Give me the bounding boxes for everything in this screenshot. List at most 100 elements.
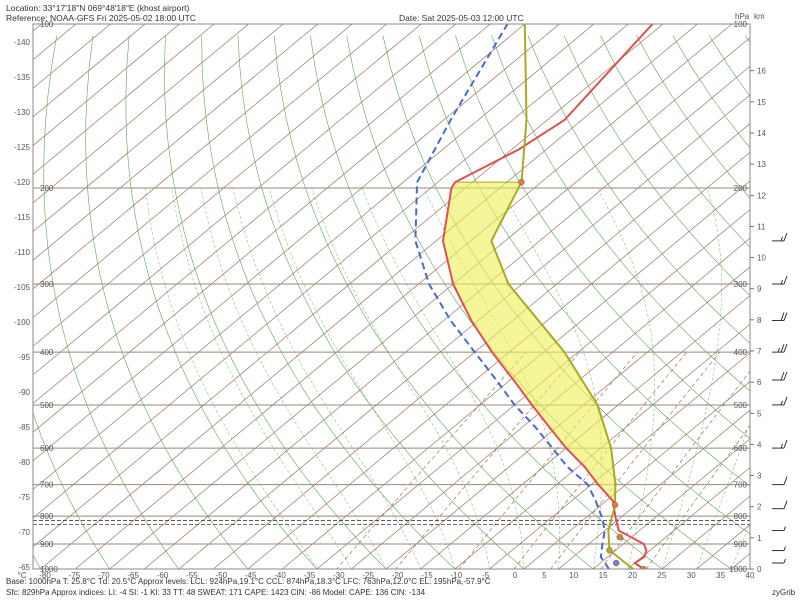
isotherm-line bbox=[74, 24, 733, 569]
left-tick-label: -85 bbox=[18, 423, 30, 432]
reference-text: Reference: NOAA-GFS Fri 2025-05-02 18:00… bbox=[6, 13, 196, 23]
dry-adiabat-line bbox=[201, 35, 456, 569]
dry-adiabat-line bbox=[164, 35, 387, 569]
altitude-label: 2 bbox=[757, 503, 762, 512]
moist-adiabat-line bbox=[311, 188, 490, 569]
pressure-label: 200 bbox=[734, 184, 748, 193]
x-tick-label: -45 bbox=[245, 571, 257, 580]
isotherm-line bbox=[419, 295, 750, 569]
moist-adiabat-line bbox=[145, 188, 318, 569]
level-marker bbox=[640, 565, 647, 569]
isotherm-line bbox=[40, 24, 698, 569]
isotherm-line bbox=[33, 24, 457, 376]
hpa-unit-label: hPa bbox=[735, 12, 750, 21]
plot-frame bbox=[32, 23, 751, 570]
x-tick-label: 15 bbox=[599, 571, 608, 580]
isotherm-line bbox=[33, 24, 353, 290]
pressure-label: 500 bbox=[40, 401, 54, 410]
mixing-ratio-line bbox=[458, 351, 638, 569]
isotherm-line bbox=[454, 323, 750, 569]
x-tick-label: 0 bbox=[513, 571, 518, 580]
x-tick-label: 5 bbox=[542, 571, 547, 580]
dry-adiabat-line bbox=[491, 35, 750, 392]
dry-adiabat-line bbox=[33, 411, 111, 569]
km-unit-label: km bbox=[754, 12, 765, 21]
dry-adiabat-line bbox=[125, 35, 318, 569]
left-tick-label: -75 bbox=[18, 493, 30, 502]
x-tick-label: 25 bbox=[657, 571, 666, 580]
forecast-date: Date: Sat 2025-05-03 12:00 UTC bbox=[399, 13, 524, 23]
wind-barb bbox=[783, 558, 786, 564]
mixing-ratio-line bbox=[513, 351, 687, 569]
isotherm-line bbox=[33, 24, 388, 318]
isotherm-line bbox=[212, 123, 750, 569]
isotherm-line bbox=[33, 24, 491, 404]
isotherm-line bbox=[488, 352, 750, 569]
left-tick-label: -125 bbox=[14, 143, 31, 152]
isotherm-line bbox=[33, 24, 319, 261]
pressure-label: 1000 bbox=[729, 565, 747, 574]
altitude-label: 4 bbox=[757, 440, 762, 449]
pressure-label: 300 bbox=[40, 280, 54, 289]
x-tick-label: 20 bbox=[628, 571, 637, 580]
wind-barb-layer bbox=[772, 232, 788, 564]
isotherm-line bbox=[247, 151, 750, 569]
altitude-label: 6 bbox=[757, 378, 762, 387]
mixing-ratio-line bbox=[645, 425, 750, 569]
marker-layer bbox=[518, 178, 647, 569]
pressure-label: 1000 bbox=[40, 565, 58, 574]
isotherm-line bbox=[385, 266, 750, 569]
dry-adiabat-line bbox=[745, 35, 750, 43]
mixing-ratio-line bbox=[600, 370, 750, 569]
level-marker bbox=[611, 501, 619, 509]
left-tick-label: -65 bbox=[18, 563, 30, 572]
wind-barb bbox=[783, 439, 788, 449]
wind-barb bbox=[783, 546, 786, 551]
x-tick-label: 30 bbox=[687, 571, 696, 580]
isotherm-line bbox=[696, 524, 750, 569]
dry-adiabat-line bbox=[43, 35, 180, 569]
pressure-label: 400 bbox=[40, 348, 54, 357]
level-marker bbox=[612, 559, 620, 567]
x-tick-label: -60 bbox=[157, 571, 169, 580]
wind-barb bbox=[780, 279, 783, 285]
dry-adiabat-line bbox=[85, 35, 249, 569]
altitude-label: 8 bbox=[757, 316, 762, 325]
isotherm-line bbox=[33, 24, 595, 490]
wind-barb bbox=[783, 312, 788, 321]
x-tick-label: 35 bbox=[716, 571, 725, 580]
pressure-label: 700 bbox=[734, 481, 748, 490]
dry-adiabat-line bbox=[527, 35, 750, 344]
pressure-label: 900 bbox=[734, 540, 748, 549]
series-layer bbox=[414, 24, 654, 569]
isotherm-line bbox=[661, 495, 750, 569]
left-tick-label: -135 bbox=[14, 73, 31, 82]
altitude-label: 7 bbox=[757, 347, 762, 356]
altitude-label: 3 bbox=[757, 472, 762, 481]
wind-barb bbox=[777, 347, 780, 353]
wind-barb bbox=[783, 275, 788, 285]
isotherm-line bbox=[627, 466, 750, 569]
isotherm-line bbox=[786, 12, 800, 581]
isotherm-line bbox=[33, 24, 526, 433]
pressure-label: 100 bbox=[734, 20, 748, 29]
pressure-label: 700 bbox=[40, 481, 54, 490]
x-tick-label: -40 bbox=[274, 571, 286, 580]
pressure-label: 200 bbox=[40, 184, 54, 193]
pressure-label: 500 bbox=[734, 401, 748, 410]
level-marker bbox=[606, 547, 613, 554]
dry-adiabat-line bbox=[310, 35, 663, 569]
x-tick-label: -75 bbox=[69, 571, 81, 580]
levels-summary: Base: 1000hPa T: 25.8°C Td: 20.5°C Appro… bbox=[6, 577, 491, 586]
altitude-label: 5 bbox=[757, 409, 762, 418]
pressure-label: 300 bbox=[734, 280, 748, 289]
x-tick-label: 10 bbox=[569, 571, 578, 580]
altitude-label: 15 bbox=[757, 98, 766, 107]
altitude-label: 0 bbox=[757, 565, 762, 574]
left-tick-label: -115 bbox=[15, 213, 31, 222]
dry-adiabat-line bbox=[418, 35, 750, 487]
left-tick-label: -140 bbox=[14, 38, 31, 47]
isotherm-line bbox=[316, 209, 750, 569]
isotherm-line bbox=[33, 24, 146, 118]
